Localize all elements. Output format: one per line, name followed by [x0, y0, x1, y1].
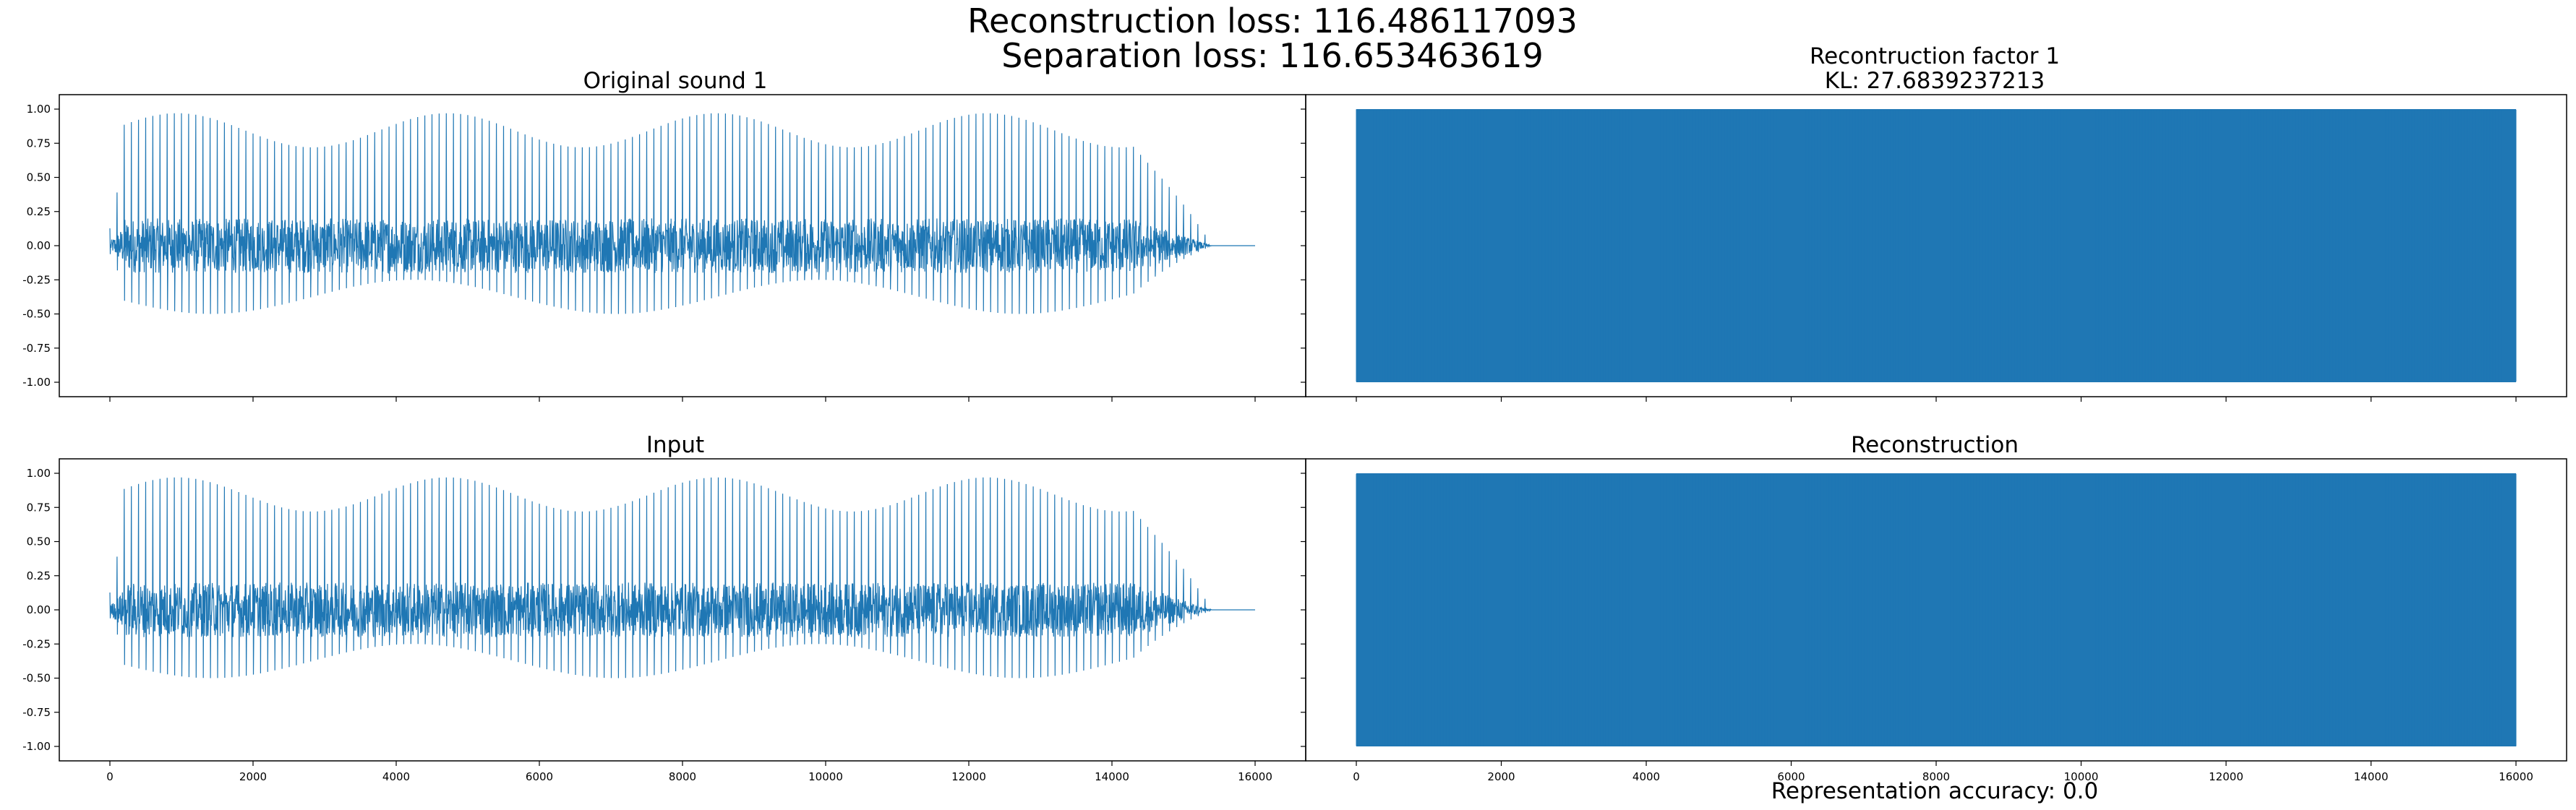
y-tick-label: -0.75	[22, 706, 51, 719]
representation-accuracy: Representation accuracy: 0.0	[1771, 778, 2099, 804]
y-tick-label: -0.50	[22, 672, 51, 685]
y-tick-label: 0.75	[27, 501, 51, 514]
y-tick-label: -1.00	[22, 740, 51, 753]
y-tick-label: 0.25	[27, 205, 51, 218]
panel-input: Input 1.00 0.75 0.50 0.25 0.00 -0.25 -0.50 -0.7…	[22, 432, 1306, 783]
y-tick-label: 1.00	[27, 103, 51, 116]
x-tick-label: 10000	[2064, 770, 2099, 783]
y-tick-label: -0.50	[22, 308, 51, 321]
y-tick-label: 1.00	[27, 467, 51, 480]
panel-reconstruction: Reconstruction 0 2000 4000 6000 8000 10000 120…	[1301, 432, 2567, 783]
suptitle-line-2: Separation loss: 116.653463619	[1001, 36, 1544, 75]
x-tick-label: 8000	[1922, 770, 1950, 783]
y-tick-label: -0.25	[22, 273, 51, 286]
plot-area-reconstruction: 0 2000 4000 6000 8000 10000 12000 14000 16000	[1301, 458, 2567, 783]
x-tick-label: 14000	[2354, 770, 2389, 783]
panel-title-line-1: Recontruction factor 1	[1810, 43, 2060, 69]
x-tick-label: 2000	[1487, 770, 1515, 783]
x-tick-label: 4000	[382, 770, 410, 783]
y-tick-label: 0.00	[27, 603, 51, 616]
x-tick-label: 16000	[2499, 770, 2533, 783]
x-tick-label: 8000	[669, 770, 696, 783]
x-tick-label: 2000	[239, 770, 267, 783]
x-tick-label: 6000	[1777, 770, 1805, 783]
x-tick-label: 4000	[1633, 770, 1660, 783]
y-tick-label: 0.50	[27, 171, 51, 184]
waveform-line	[1356, 473, 2517, 746]
waveform-line	[109, 113, 1255, 314]
x-tick-label: 12000	[2209, 770, 2243, 783]
x-tick-label: 6000	[526, 770, 553, 783]
y-tick-label: 0.50	[27, 535, 51, 548]
panel-reconstruction-factor: Recontruction factor 1 KL: 27.6839237213	[1301, 43, 2567, 402]
panel-title-line-2: KL: 27.6839237213	[1825, 68, 2045, 94]
x-tick-label: 10000	[808, 770, 843, 783]
panel-title: Input	[646, 432, 704, 458]
y-tick-label: -0.25	[22, 637, 51, 650]
x-tick-label: 0	[1353, 770, 1360, 783]
waveform-line	[1356, 109, 2517, 382]
plot-area-original-sound: 1.00 0.75 0.50 0.25 0.00 -0.25 -0.50 -0.75 -1.00	[22, 94, 1306, 402]
x-tick-label: 12000	[951, 770, 986, 783]
suptitle-line-1: Reconstruction loss: 116.486117093	[967, 1, 1578, 40]
panel-title: Original sound 1	[583, 68, 768, 94]
plot-area-reconstruction-factor	[1301, 94, 2567, 402]
panel-original-sound: Original sound 1 1.00 0.75 0.50 0.25 0.00 -0.…	[22, 68, 1306, 402]
y-tick-label: 0.00	[27, 239, 51, 252]
panel-title: Reconstruction	[1851, 432, 2019, 458]
y-tick-label: 0.75	[27, 137, 51, 150]
y-tick-label: 0.25	[27, 569, 51, 582]
waveform-line	[109, 477, 1255, 678]
plot-area-input: 1.00 0.75 0.50 0.25 0.00 -0.25 -0.50 -0.75 -1.00…	[22, 458, 1306, 783]
x-tick-label: 0	[106, 770, 114, 783]
x-tick-label: 14000	[1095, 770, 1129, 783]
x-tick-label: 16000	[1238, 770, 1272, 783]
y-tick-label: -0.75	[22, 342, 51, 355]
y-tick-label: -1.00	[22, 376, 51, 389]
